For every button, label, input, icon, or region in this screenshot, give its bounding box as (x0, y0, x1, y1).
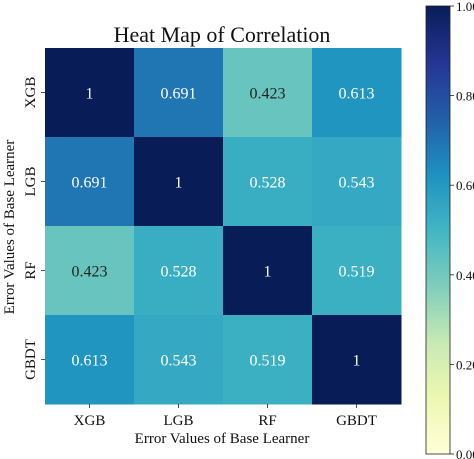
cell-value-label: 0.691 (72, 175, 108, 192)
x-tick-label: GBDT (336, 413, 377, 429)
cell-value-label: 0.691 (161, 86, 197, 103)
heatmap-cell (223, 315, 313, 405)
heatmap-cell (134, 48, 224, 138)
cell-value-label: 1 (175, 175, 183, 192)
cell-value-label: 1 (264, 264, 272, 281)
heatmap-cell (312, 315, 402, 405)
colorbar-tick-label: 0.80 (456, 89, 474, 104)
y-tick-labels: XGB LGB RF GBDT (23, 77, 45, 380)
cell-value-label: 0.528 (250, 175, 286, 192)
x-tick-label: LGB (164, 413, 194, 429)
heatmap-cell (134, 137, 224, 227)
y-tick-label: XGB (23, 77, 39, 109)
colorbar-tick-label: 0.60 (456, 178, 474, 193)
heatmap-cell (223, 226, 313, 316)
cell-value-label: 0.519 (250, 353, 286, 370)
heatmap-cell (223, 48, 313, 138)
cell-value-label: 0.528 (161, 264, 197, 281)
cell-value-label: 0.519 (339, 264, 375, 281)
cell-value-label: 1 (86, 86, 94, 103)
colorbar-tick-label: 1.00 (456, 0, 474, 14)
heatmap-cell (45, 48, 135, 138)
colorbar-tick-label: 0.40 (456, 268, 474, 283)
y-axis-label: Error Values of Base Learner (2, 140, 18, 315)
heatmap-cell (45, 226, 135, 316)
colorbar-tick-label: 0.00 (456, 447, 474, 459)
y-tick-label: GBDT (23, 339, 39, 380)
heatmap-cell (134, 226, 224, 316)
y-tick-label: LGB (23, 167, 39, 197)
heatmap-cell (223, 137, 313, 227)
heatmap-cell (312, 48, 402, 138)
heatmap-cell (312, 226, 402, 316)
x-tick-labels: XGB LGB RF GBDT (74, 404, 377, 429)
x-tick-label: RF (258, 413, 276, 429)
cell-value-label: 0.423 (72, 264, 108, 281)
cell-value-label: 0.543 (161, 353, 197, 370)
x-tick-label: XGB (74, 413, 106, 429)
cell-value-label: 0.423 (250, 86, 286, 103)
cell-value-label: 0.613 (339, 86, 375, 103)
cell-value-label: 0.613 (72, 353, 108, 370)
cell-value-label: 1 (353, 353, 361, 370)
heatmap-cell (312, 137, 402, 227)
heatmap-cells: 1 0.691 0.423 0.613 0.691 1 0.528 0.543 0.423 0.5… (45, 48, 402, 405)
heatmap-cell (134, 315, 224, 405)
heatmap-cell (45, 315, 135, 405)
colorbar-tick-label: 0.20 (456, 357, 474, 372)
heatmap-cell (45, 137, 135, 227)
x-axis-label: Error Values of Base Learner (135, 431, 310, 447)
y-tick-label: RF (23, 261, 39, 279)
chart-title: Heat Map of Correlation (114, 22, 331, 47)
colorbar (425, 5, 451, 455)
colorbar-ticks: 0.00 0.20 0.40 0.60 0.80 1.00 (450, 0, 474, 459)
cell-value-label: 0.543 (339, 175, 375, 192)
